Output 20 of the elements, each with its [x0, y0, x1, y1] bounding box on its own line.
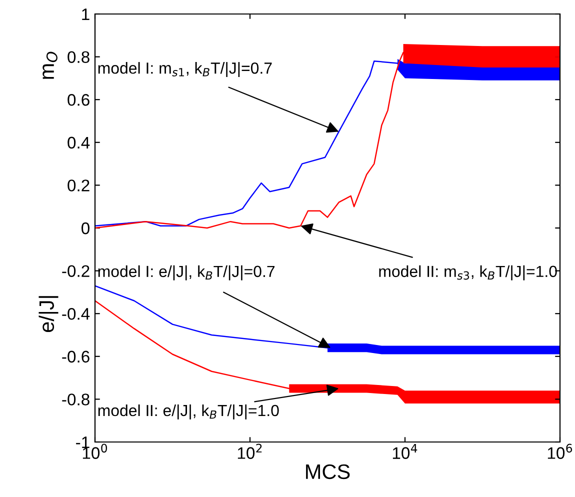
x-tick-label: 10$^{2}$ — [238, 444, 262, 459]
y-axis-title: m$_{O}$ — [42, 52, 58, 79]
y-tick-label: 0.2 — [68, 180, 90, 192]
annotation: model I: m$_{s1}$, k$_{B}$T/|J|=0.7 — [98, 62, 272, 78]
annotation: model I: e/|J|, k$_{B}$T/|J|=0.7 — [98, 265, 275, 280]
annotation: model II: e/|J|, k$_{B}$T/|J|=1.0 — [98, 404, 279, 420]
x-tick-label: 10$^{4}$ — [392, 444, 418, 459]
annotation: model II: m$_{s3}$, k$_{B}$T/|J|=1.0 — [379, 265, 557, 280]
y-tick-label: -0.2 — [62, 265, 90, 278]
x-tick-label: 10$^{6}$ — [548, 444, 572, 459]
y-tick-label: 1 — [82, 8, 90, 20]
x-axis-title: MCS — [306, 464, 350, 480]
y-tick-label: 0.4 — [68, 136, 90, 149]
y-tick-label: 0.6 — [68, 94, 90, 106]
y-tick-label: -0.6 — [62, 350, 90, 363]
text: e/|J| — [38, 296, 58, 332]
y-tick-label: 0.8 — [68, 51, 90, 64]
y-tick-label: 0 — [82, 222, 90, 234]
y-tick-label: -0.4 — [62, 308, 90, 320]
y-tick-label: -0.8 — [62, 394, 90, 406]
